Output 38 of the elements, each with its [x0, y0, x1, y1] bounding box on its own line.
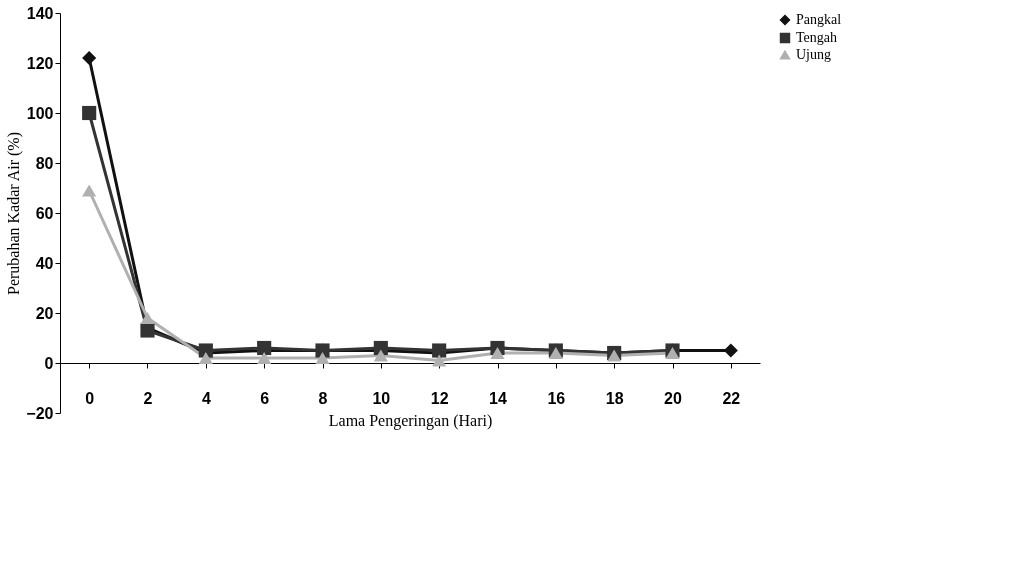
y-tick-label: 100: [26, 104, 54, 122]
x-tick-label: 10: [372, 389, 391, 407]
y-tick-label: 0: [44, 354, 54, 372]
point: [257, 351, 272, 365]
point: [432, 354, 447, 367]
y-tick-label: 120: [26, 54, 54, 72]
y-tick-label: −20: [26, 404, 54, 422]
point: [723, 343, 738, 358]
x-tick-label: 20: [664, 389, 682, 407]
point: [82, 50, 97, 66]
point: [82, 184, 97, 197]
x-tick-label: 12: [430, 389, 449, 407]
legend-label: Pangkal: [796, 12, 842, 27]
point: [490, 346, 505, 360]
y-tick-label: 20: [35, 304, 54, 322]
legend-label: Ujung: [796, 47, 831, 62]
x-axis-title: Lama Pengeringan (Hari): [328, 411, 493, 430]
x-tick-label: 22: [722, 389, 741, 407]
x-tick-label: 4: [201, 389, 211, 407]
x-tick-label: 14: [489, 389, 507, 407]
point: [373, 349, 388, 362]
x-tick-label: 2: [143, 389, 153, 407]
y-tick-label: 60: [35, 204, 54, 222]
point: [607, 349, 622, 362]
x-tick-label: 6: [260, 389, 270, 407]
point: [315, 351, 330, 365]
point: [82, 105, 97, 121]
legend-label: Tengah: [796, 30, 838, 45]
y-tick-label: 80: [35, 154, 54, 172]
y-tick-label: 40: [35, 254, 54, 272]
y-tick-label: 140: [26, 4, 54, 22]
y-axis-title: Perubahan Kadar Air (%): [5, 131, 24, 296]
x-tick-label: 8: [318, 389, 328, 407]
x-tick-label: 16: [547, 389, 566, 407]
point: [140, 311, 155, 325]
point: [198, 351, 213, 365]
x-tick-label: 0: [85, 389, 95, 407]
x-tick-label: 18: [605, 389, 624, 407]
